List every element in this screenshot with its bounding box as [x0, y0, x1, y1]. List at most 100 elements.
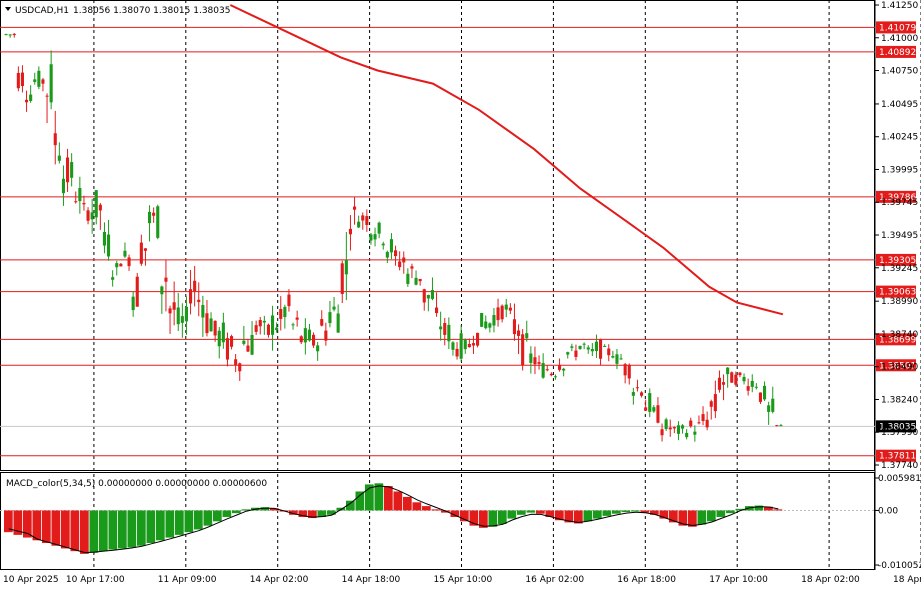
candle-body: [312, 334, 316, 346]
time-label: 14 Apr 02:00: [250, 575, 309, 585]
candle-body: [33, 79, 37, 82]
candle-body: [607, 348, 611, 356]
candle-body: [492, 315, 496, 326]
time-label: 15 Apr 10:00: [434, 575, 493, 585]
candle-body: [213, 320, 217, 336]
candle-body: [189, 289, 193, 304]
candle-body: [611, 356, 615, 358]
macd-bar: [412, 502, 422, 511]
candle-body: [197, 299, 201, 303]
candle-body: [152, 212, 156, 216]
macd-bar: [403, 496, 412, 511]
candle-body: [221, 322, 225, 343]
candle-body: [230, 336, 234, 347]
macd-bar: [507, 510, 517, 519]
macd-bar: [479, 510, 488, 528]
candle-body: [746, 386, 750, 391]
candle-body: [767, 405, 771, 412]
macd-bar: [450, 510, 460, 517]
candle-body: [668, 427, 672, 430]
macd-bar: [688, 510, 697, 527]
macd-bar: [270, 508, 279, 511]
candle-body: [570, 346, 574, 348]
macd-bar: [659, 510, 669, 519]
candle-body: [119, 263, 123, 267]
candle-body: [41, 79, 45, 84]
macd-bar: [127, 510, 137, 548]
candle-body: [754, 386, 758, 388]
candle-body: [750, 380, 754, 387]
macd-bar: [308, 510, 317, 519]
macd-bar: [773, 509, 783, 511]
candle-body: [299, 336, 303, 343]
candle-body: [504, 304, 508, 310]
candle-body: [348, 228, 352, 235]
macd-bar: [355, 491, 365, 511]
level-badge: [876, 45, 916, 58]
candle-body: [57, 155, 61, 161]
candle-body: [176, 307, 180, 325]
time-label: 17 Apr 10:00: [709, 575, 768, 585]
candle-body: [717, 377, 721, 390]
macd-bar: [118, 510, 127, 549]
level-badge-label: 1.40892: [879, 48, 916, 58]
macd-bar: [469, 510, 479, 526]
chart-menu-triangle-icon[interactable]: [5, 7, 11, 11]
time-label: 11 Apr 09:00: [158, 575, 217, 585]
current-price-badge: [876, 420, 916, 433]
candle-body: [102, 231, 106, 246]
candle-body: [512, 319, 516, 335]
candle-body: [94, 190, 98, 218]
candle-body: [553, 376, 557, 378]
price-tick-label: 1.39245: [881, 264, 918, 274]
macd-bar: [612, 510, 621, 514]
horizontal-levels[interactable]: 1.41079 1.40892 1.39786 1.39305 1.39063 1.386…: [0, 21, 916, 462]
macd-histogram: [0, 483, 875, 554]
candle-body: [74, 201, 78, 203]
macd-bar: [203, 510, 213, 526]
time-label: 10 Apr 17:00: [66, 575, 125, 585]
candle-body: [361, 215, 365, 221]
level-badge-label: 1.39786: [879, 193, 916, 203]
level-badge-label: 1.38699: [879, 335, 916, 345]
candle-body: [447, 324, 451, 342]
time-axis: 10 Apr 2025 10 Apr 17:00 11 Apr 09:00 14 Ap…: [3, 575, 921, 585]
level-badge: [876, 333, 916, 346]
candle-body: [779, 425, 783, 427]
candle-body: [4, 34, 8, 36]
candle-body: [488, 323, 492, 328]
candle-body: [29, 94, 33, 101]
candle-body: [271, 315, 275, 335]
candle-body: [582, 343, 586, 345]
candle-body: [287, 294, 291, 307]
candle-body: [164, 277, 168, 282]
candle-body: [467, 343, 471, 348]
candle-body: [644, 407, 648, 411]
candle-body: [422, 289, 426, 303]
candle-body: [394, 250, 398, 257]
macd-bar: [422, 506, 431, 511]
time-label: 10 Apr 2025: [3, 575, 59, 585]
level-badge-label: 1.39063: [879, 288, 916, 298]
candle-body: [541, 363, 545, 378]
symbol-label: USDCAD,H1: [15, 6, 69, 16]
macd-bar: [80, 510, 89, 554]
macd-bar: [545, 510, 555, 517]
candle-body: [279, 309, 283, 319]
candle-body: [258, 319, 262, 327]
candle-body: [730, 372, 734, 383]
macd-bar: [536, 510, 545, 514]
level-badge-label: 1.38501: [879, 361, 916, 371]
candle-body: [558, 365, 562, 370]
macd-bar: [431, 509, 441, 511]
candle-body: [685, 432, 689, 438]
candle-body: [78, 188, 82, 202]
candle-body: [156, 206, 160, 238]
candle-body: [697, 422, 701, 424]
candle-body: [61, 178, 65, 194]
candle-body: [525, 333, 529, 339]
macd-bar: [384, 486, 393, 511]
price-tick-label: 1.40495: [881, 100, 918, 110]
candle-body: [90, 212, 94, 220]
